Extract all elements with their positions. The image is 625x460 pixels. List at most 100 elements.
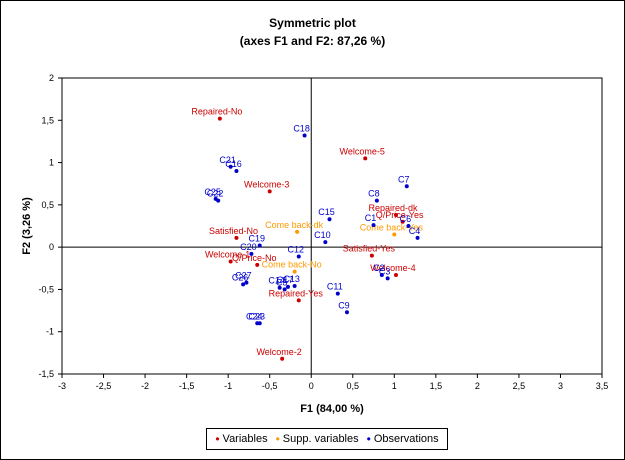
point-label: Repaired-Yes [269,288,324,298]
point-label: C10 [314,230,331,240]
point-observations [241,282,246,287]
point-variables [400,219,405,224]
x-tick-label: 0 [309,381,314,391]
point-label: C13 [283,274,300,284]
point-observations [244,280,249,285]
point-label: Welcome-2 [256,347,301,357]
point-label: C25 [204,187,221,197]
point-label: C27 [235,271,252,281]
x-tick-label: -1 [224,381,232,391]
x-tick-label: -1,5 [179,381,195,391]
point-variables [363,156,368,161]
x-tick-label: 3,5 [596,381,609,391]
point-label: Come back-Yes [360,222,424,232]
x-tick-label: -0,5 [262,381,278,391]
legend-marker-variables: • [215,432,220,446]
point-label: Welcome-1 [205,250,250,260]
point-variables [393,273,398,278]
point-supp-variables [295,229,300,234]
y-tick-label: 2 [49,73,54,83]
legend-label-supp-variables: Supp. variables [282,433,359,445]
point-observations [374,198,379,203]
point-label: C12 [288,244,305,254]
point-supp-variables [292,269,297,274]
y-tick-label: -1,5 [38,369,54,379]
point-observations [257,243,262,248]
point-label: Repaired-dk [368,203,418,213]
point-label: C4 [409,226,421,236]
point-label: Repaired-No [191,107,242,117]
x-tick-label: 1,5 [430,381,443,391]
point-observations [277,285,282,290]
x-tick-label: 2 [475,381,480,391]
y-tick-label: 1,5 [41,115,54,125]
chart-subtitle: (axes F1 and F2: 87,26 %) [239,34,386,48]
point-variables [393,213,398,218]
point-observations [302,133,307,138]
point-observations [216,198,221,203]
point-label: Welcome-5 [340,146,385,156]
point-observations [228,164,233,169]
point-observations [282,287,287,292]
y-tick-label: 0 [49,242,54,252]
ticks-layer: -3 -2,5 -2 -1,5 -1 -0,5 0 0,5 1 1,5 2 2,5 3 3,5 2 1,5 1 0… [38,73,608,391]
point-supp-variables [392,232,397,237]
point-observations [344,310,349,315]
point-variables [267,189,272,194]
point-label: C18 [293,124,310,134]
point-observations [379,273,384,278]
legend-label-observations: Observations [373,433,439,445]
point-label: C26 [232,272,249,282]
y-tick-label: 1 [49,158,54,168]
point-variables [217,116,222,121]
point-label: Q/Price-Yes [376,210,424,220]
x-tick-label: -2,5 [96,381,112,391]
y-tick-label: -0,5 [38,284,54,294]
point-variables [228,259,233,264]
point-label: Welcome-3 [244,179,289,189]
point-label: C5 [276,277,288,287]
point-label: C8 [368,189,380,199]
point-observations [285,284,290,289]
x-tick-label: -2 [141,381,149,391]
point-label: C9 [338,300,350,310]
x-tick-label: 2,5 [513,381,526,391]
point-observations [234,169,239,174]
legend-item-observations: • Observations [367,433,439,445]
x-tick-label: -3 [58,381,66,391]
point-observations [385,276,390,281]
legend-label-variables: Variables [222,433,268,445]
y-axis-label: F2 (3,26 %) [21,197,33,255]
chart-title: Symmetric plot [269,16,356,30]
point-variables [280,356,285,361]
point-variables [255,262,260,267]
point-label: C17 [277,275,294,285]
point-label: C2 [373,263,385,273]
x-tick-label: 0,5 [347,381,360,391]
point-observations [292,284,297,289]
point-observations [257,321,262,326]
point-observations [415,235,420,240]
x-axis-label: F1 (84,00 %) [300,403,364,415]
point-label: C21 [219,155,236,165]
point-label: C23 [248,311,265,321]
point-observations [335,291,340,296]
point-label: Come back-dk [265,220,324,230]
point-observations [323,240,328,245]
points-layer: Repaired-No Welcome-5 Welcome-3 Repaired-dk… [191,107,424,361]
point-label: Satisfied-Yes [343,244,396,254]
point-label: C22 [207,189,224,199]
chart-legend: • Variables • Supp. variables • Observat… [206,428,448,450]
point-variables [234,235,239,240]
point-label: C3 [379,266,391,276]
legend-marker-observations: • [366,432,371,446]
point-label: C19 [248,233,265,243]
point-label: C1 [365,213,377,223]
point-observations [406,224,411,228]
point-label: C24 [246,311,263,321]
point-label: C6 [400,214,412,224]
point-label: C20 [240,242,257,252]
point-label: Satisfied-No [209,226,258,236]
point-label: C14 [268,276,285,286]
